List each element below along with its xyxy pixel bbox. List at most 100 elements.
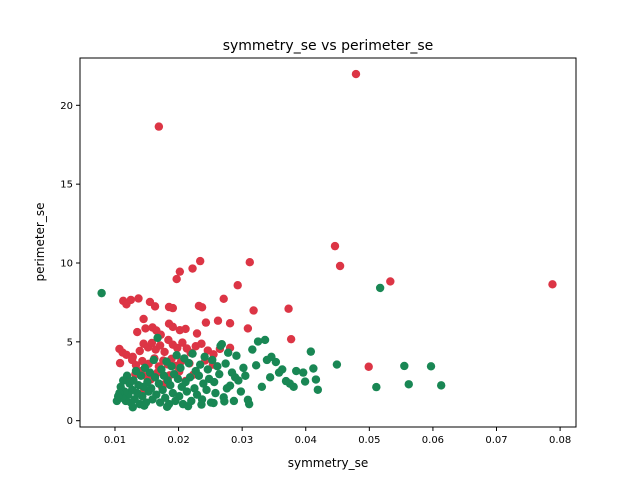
data-point — [306, 347, 316, 356]
data-point — [155, 398, 165, 407]
x-axis-label: symmetry_se — [288, 456, 369, 470]
points-layer — [97, 69, 557, 412]
data-point — [181, 324, 190, 334]
data-point — [153, 333, 162, 343]
data-point — [128, 403, 137, 412]
data-point — [364, 362, 373, 371]
data-point — [188, 349, 197, 358]
x-tick-label: 0.05 — [358, 435, 380, 446]
data-point — [131, 360, 141, 370]
data-point — [195, 256, 205, 266]
data-point — [135, 346, 144, 356]
data-point — [134, 294, 143, 303]
chart-title: symmetry_se vs perimeter_se — [223, 38, 434, 54]
data-point — [245, 258, 254, 267]
data-point — [149, 355, 158, 365]
x-tick-label: 0.04 — [295, 435, 317, 446]
data-point — [300, 377, 310, 386]
data-point — [330, 241, 340, 251]
data-point — [140, 401, 149, 410]
data-point — [253, 337, 263, 346]
data-point — [222, 384, 232, 393]
data-point — [115, 358, 125, 368]
data-point — [309, 364, 318, 373]
data-point — [400, 361, 409, 371]
data-point — [197, 400, 206, 409]
data-point — [216, 341, 225, 350]
data-point — [251, 361, 261, 370]
data-point — [139, 314, 148, 324]
data-point — [230, 373, 240, 382]
data-point — [119, 376, 128, 385]
y-tick-label: 0 — [67, 416, 73, 427]
data-point — [148, 395, 157, 404]
data-point — [249, 306, 258, 315]
data-point — [202, 385, 211, 395]
data-point — [157, 365, 166, 374]
data-point — [171, 396, 180, 406]
data-point — [241, 371, 250, 380]
data-point — [178, 338, 187, 347]
data-point — [192, 329, 202, 338]
data-point — [281, 376, 291, 386]
data-point — [168, 303, 178, 313]
data-point — [204, 374, 214, 384]
data-point — [257, 382, 267, 391]
data-point — [138, 356, 147, 366]
y-axis: 0 5 10 15 20 — [60, 101, 80, 427]
y-tick-label: 10 — [60, 259, 73, 270]
data-point — [140, 363, 150, 373]
data-point — [192, 390, 202, 399]
x-tick-label: 0.03 — [231, 435, 253, 446]
data-point — [221, 359, 230, 368]
data-point — [168, 322, 178, 332]
data-point — [274, 368, 284, 377]
x-tick-label: 0.07 — [485, 435, 507, 446]
data-point — [158, 385, 167, 395]
data-point — [159, 371, 169, 380]
data-point — [141, 324, 150, 333]
data-point — [160, 347, 169, 357]
data-point — [299, 368, 308, 377]
data-point — [131, 366, 141, 376]
data-point — [209, 398, 218, 408]
data-point — [208, 355, 217, 365]
data-point — [176, 363, 185, 373]
data-point — [236, 387, 246, 396]
data-point — [195, 360, 205, 369]
data-point — [112, 396, 122, 406]
data-point — [169, 369, 179, 379]
data-point — [116, 382, 125, 391]
data-point — [190, 384, 199, 393]
data-point — [375, 283, 385, 293]
data-point — [233, 281, 242, 290]
data-point — [284, 304, 293, 313]
data-point — [175, 267, 185, 276]
data-point — [162, 402, 172, 412]
data-point — [203, 365, 213, 374]
data-point — [133, 327, 142, 337]
data-point — [150, 302, 160, 311]
data-point — [260, 335, 270, 345]
data-point — [243, 395, 253, 405]
data-point — [154, 379, 164, 388]
x-tick-label: 0.08 — [549, 435, 571, 446]
data-point — [126, 295, 136, 305]
x-axis: 0.01 0.02 0.03 0.04 0.05 0.06 0.07 0.08 — [104, 427, 571, 446]
data-point — [262, 355, 272, 365]
data-point — [154, 122, 164, 131]
data-point — [332, 360, 342, 369]
data-point — [191, 366, 200, 376]
data-point — [548, 280, 557, 289]
y-tick-label: 15 — [60, 180, 73, 191]
x-tick-label: 0.01 — [104, 435, 126, 446]
data-point — [172, 351, 181, 360]
data-point — [173, 343, 182, 353]
data-point — [229, 396, 239, 406]
data-point — [232, 351, 241, 360]
data-point — [177, 382, 186, 391]
data-point — [292, 366, 301, 376]
data-point — [225, 319, 235, 328]
y-tick-label: 5 — [67, 337, 73, 348]
